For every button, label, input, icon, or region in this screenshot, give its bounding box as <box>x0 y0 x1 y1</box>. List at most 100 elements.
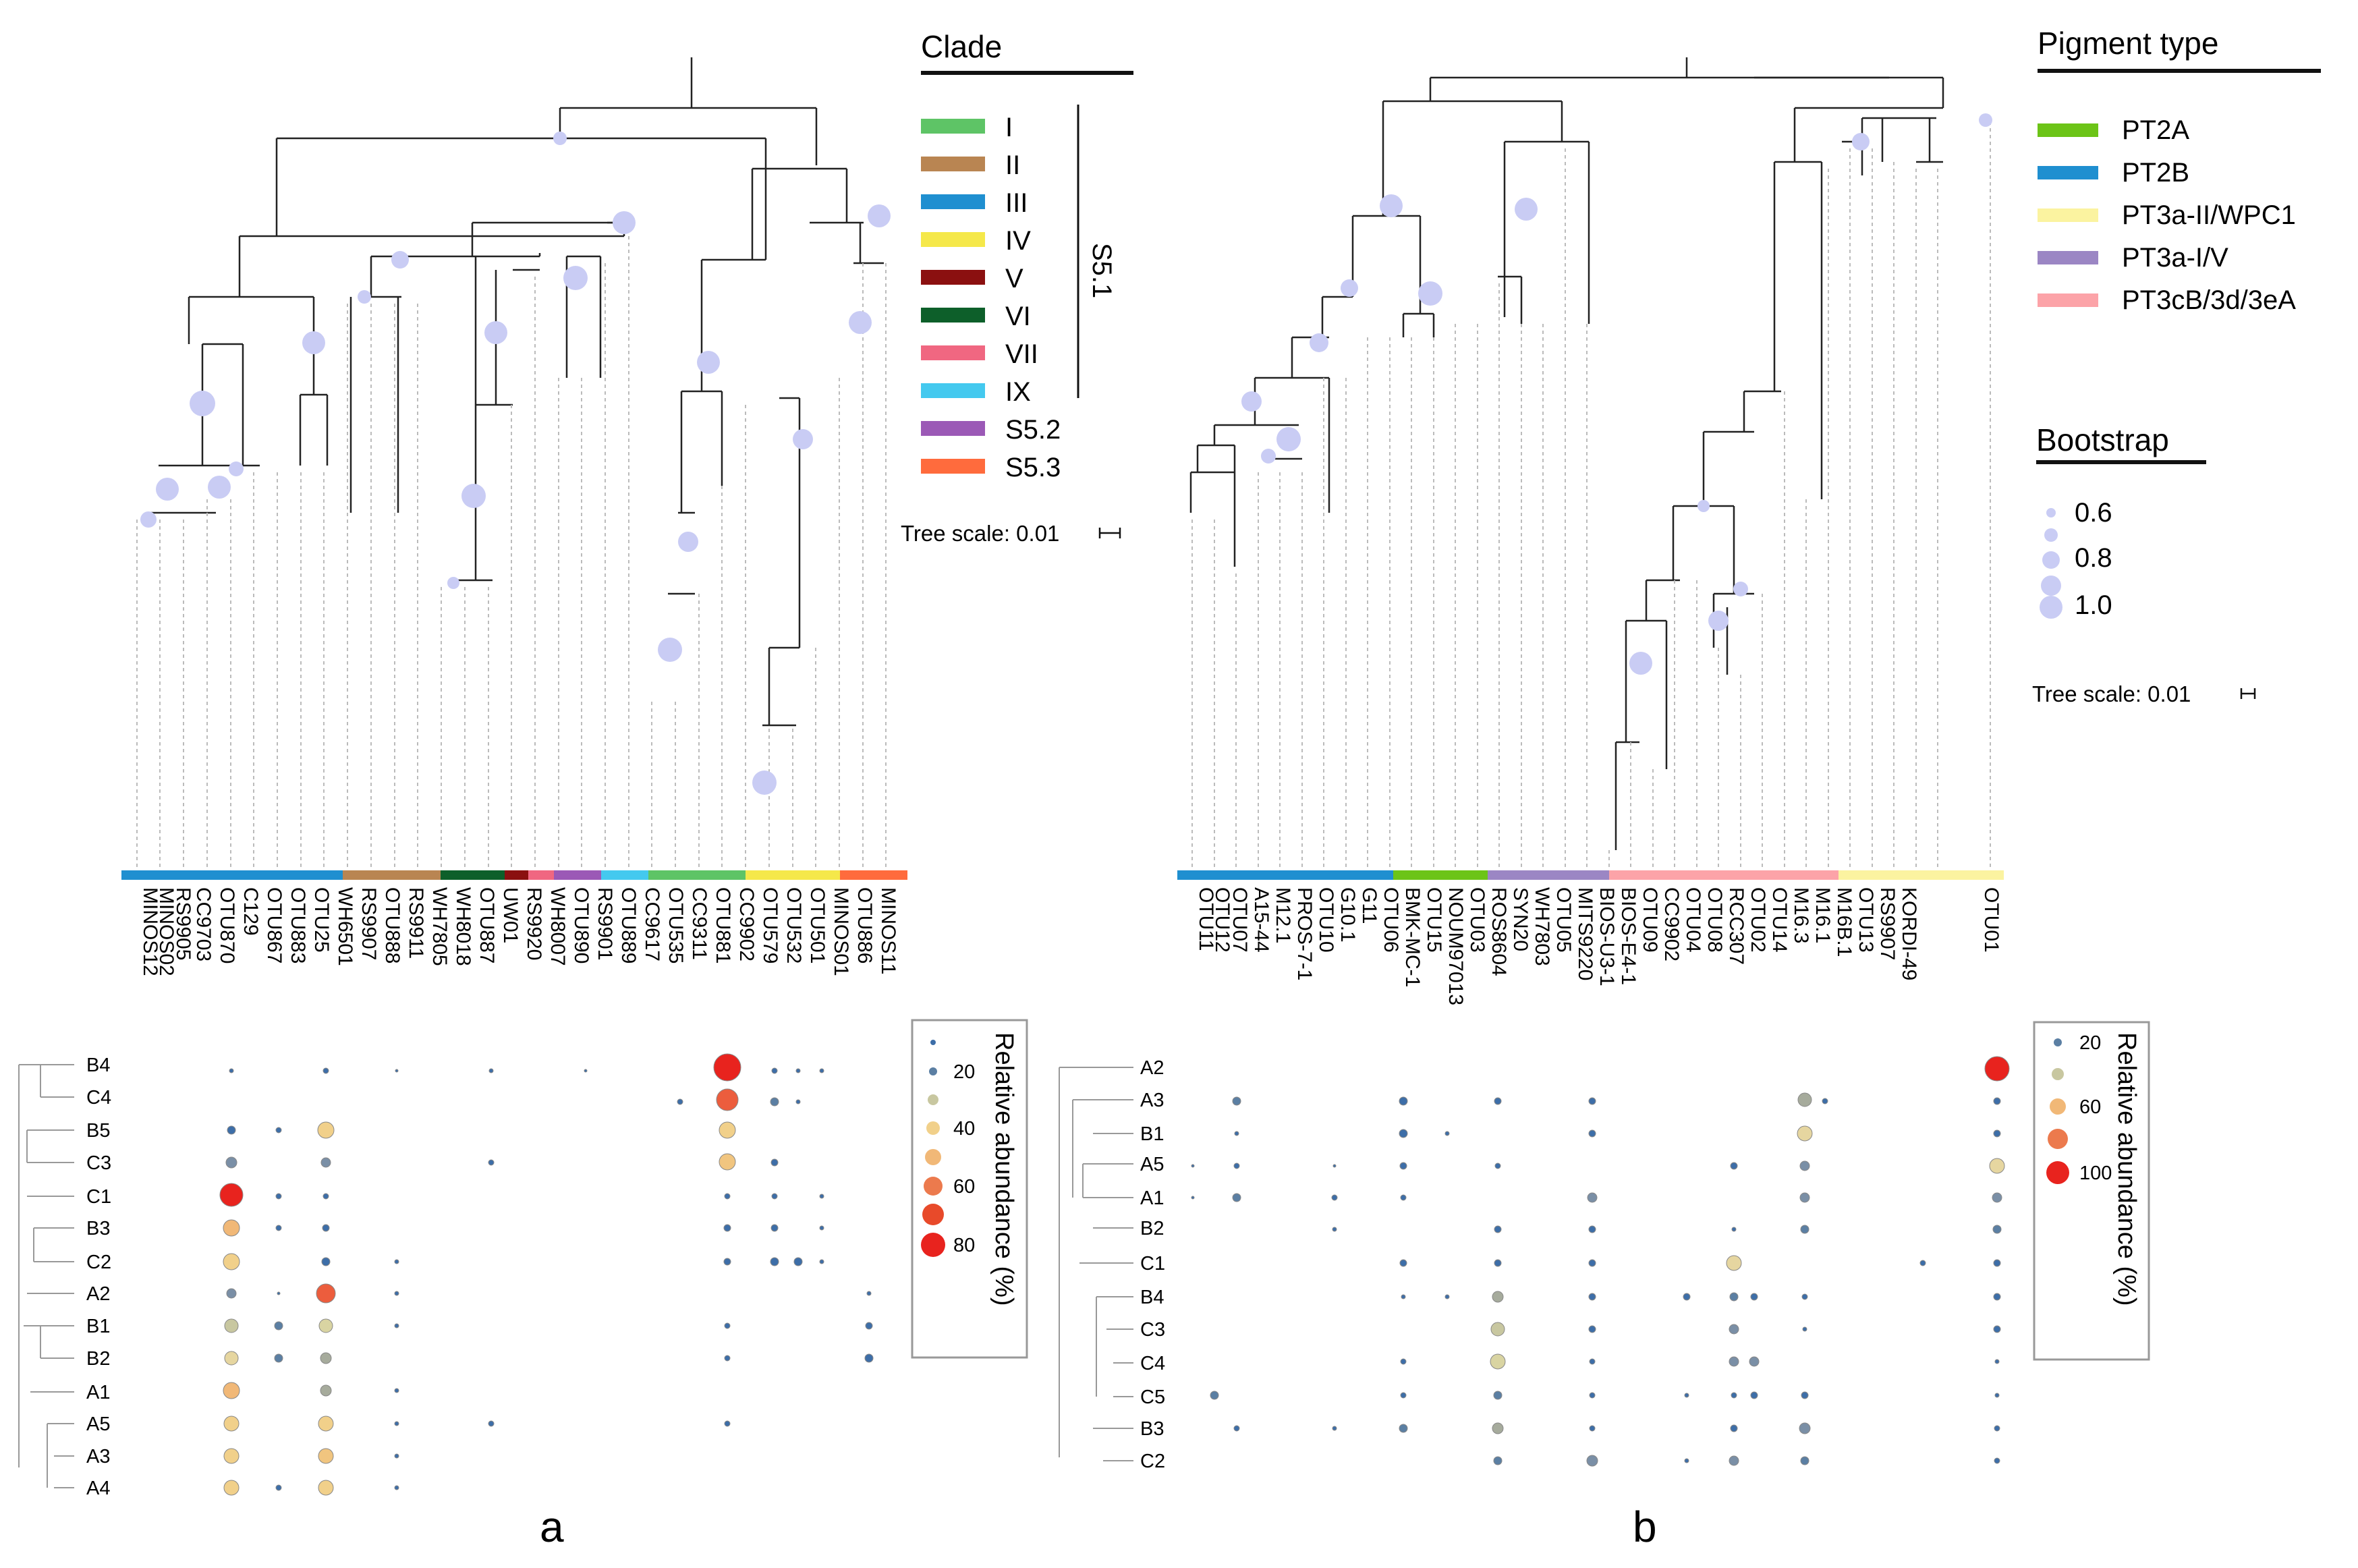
leaf-label: OTU881 <box>712 887 734 963</box>
sample-label: C3 <box>1140 1319 1165 1341</box>
s51-group-label: S5.1 <box>1087 243 1117 298</box>
sample-label: B3 <box>86 1218 110 1239</box>
sample-label: A2 <box>86 1283 110 1305</box>
clade-legend-label: S5.3 <box>1005 453 1061 482</box>
leaf-label: NOUM97013 <box>1444 887 1467 1005</box>
leaf-label: BIOS-E4-1 <box>1617 887 1639 985</box>
abundance-legend-a-title: Relative abundance (%) <box>990 1032 1018 1306</box>
sample-label: A1 <box>1140 1187 1164 1209</box>
sample-label: B4 <box>86 1055 110 1076</box>
leaf-label: CC9311 <box>688 887 710 960</box>
sample-label: A4 <box>86 1478 110 1499</box>
sample-dendrogram-b <box>1059 1067 1133 1461</box>
sample-label: C1 <box>86 1186 111 1208</box>
sample-label: A5 <box>1140 1154 1164 1175</box>
clade-legend-label: S5.2 <box>1005 415 1061 445</box>
clade-legend-title: Clade <box>921 29 1002 64</box>
leaf-label: CC9703 <box>192 887 215 961</box>
legend-swatch <box>2038 208 2098 222</box>
leaf-label: MINOS12 <box>139 887 161 976</box>
leaf-label: OTU501 <box>806 887 829 963</box>
legend-swatch <box>2038 293 2098 307</box>
leaf-label: C129 <box>240 887 262 936</box>
leaf-label: KORDI-49 <box>1898 887 1920 980</box>
sample-label: B2 <box>86 1348 110 1370</box>
leaf-label: OTU889 <box>617 887 640 963</box>
leaf-label: CC9902 <box>1660 887 1683 961</box>
leaf-label: MINOS11 <box>877 887 899 974</box>
legend-swatch <box>921 194 985 209</box>
legend-swatch <box>921 119 985 134</box>
leaf-label: WH7803 <box>1531 887 1553 966</box>
leaf-label: OTU579 <box>759 887 781 963</box>
sample-label: C4 <box>1140 1353 1165 1374</box>
leaf-label: RS9901 <box>594 887 616 960</box>
abundance-legend-b-value: 100 <box>2079 1163 2112 1184</box>
sample-label: C5 <box>1140 1387 1165 1408</box>
clade-legend-label: II <box>1005 150 1020 180</box>
leaf-label: CC9617 <box>641 887 663 961</box>
sample-label: C2 <box>1140 1451 1165 1472</box>
bootstrap-legend-value: 1.0 <box>2075 590 2112 620</box>
pigment-legend-label: PT3cB/3d/3eA <box>2122 285 2296 315</box>
clade-legend-label: IX <box>1005 377 1031 407</box>
sample-label: C3 <box>86 1152 111 1174</box>
leaf-label: RCC307 <box>1725 887 1747 965</box>
leaf-label: PROS-7-1 <box>1293 887 1316 980</box>
tree-scale-b: Tree scale: 0.01 <box>2032 681 2191 706</box>
pigment-legend-label: PT3a-I/V <box>2122 243 2228 273</box>
pigment-bar-b <box>1177 870 2004 880</box>
leaf-label: OTU04 <box>1682 887 1704 953</box>
clade-legend: Clade I II III IV V VI VII IX S5.2 S5.3 … <box>901 29 1133 546</box>
leaf-label: G10.1 <box>1337 887 1359 943</box>
leaf-label: OTU15 <box>1423 887 1445 953</box>
leaf-label: MINOS01 <box>830 887 852 976</box>
abundance-legend-b-title: Relative abundance (%) <box>2112 1032 2141 1306</box>
leaf-label: OTU06 <box>1380 887 1402 953</box>
bubble-matrix-a <box>219 1053 874 1496</box>
legend-swatch <box>2038 166 2098 179</box>
legend-swatch <box>921 157 985 171</box>
sample-label: A5 <box>86 1413 110 1435</box>
leaf-label: MITS9220 <box>1574 887 1596 980</box>
tree-scale-a: Tree scale: 0.01 <box>901 521 1059 546</box>
leaf-label: OTU886 <box>853 887 876 963</box>
leaf-label: BMK-MC-1 <box>1401 887 1424 987</box>
leaf-label: OTU10 <box>1315 887 1337 953</box>
abundance-legend-a: 20 40 60 80 Relative abundance (%) <box>911 1019 1028 1359</box>
leaf-lines-b <box>1191 121 1991 870</box>
sample-dendrogram-a <box>18 1064 74 1488</box>
leaf-label: M16.1 <box>1812 887 1834 943</box>
sample-labels-b: A2 A3 B1 A5 A1 B2 C1 B4 C3 C4 C5 B3 C2 <box>1140 1057 1165 1472</box>
sample-labels-a: B4 C4 B5 C3 C1 B3 C2 A2 B1 B2 A1 A5 A3 A… <box>86 1055 111 1499</box>
panel-b: OTU11 OTU12 OTU07 A15-44 M12.1 PROS-7-1 … <box>1059 26 2321 1551</box>
panel-letter-a: a <box>540 1503 564 1551</box>
leaf-label: WH6501 <box>334 887 356 966</box>
clade-bar-a <box>121 870 907 880</box>
leaf-label: G11 <box>1358 887 1380 924</box>
abundance-legend-a-value: 60 <box>953 1176 975 1198</box>
pigment-legend-label: PT2B <box>2122 158 2189 188</box>
leaf-label: OTU03 <box>1466 887 1488 953</box>
tree-b <box>1189 57 1944 850</box>
leaf-label: OTU05 <box>1552 887 1575 953</box>
bootstrap-legend-title: Bootstrap <box>2036 422 2169 457</box>
leaf-label: OTU532 <box>783 887 805 963</box>
pigment-legend: Pigment type PT2A PT2B PT3a-II/WPC1 PT3a… <box>2038 26 2321 315</box>
leaf-labels-b: OTU11 OTU12 OTU07 A15-44 M12.1 PROS-7-1 … <box>1195 887 2002 1005</box>
clade-legend-label: V <box>1005 264 1023 293</box>
abundance-legend-a-value: 40 <box>953 1118 975 1140</box>
leaf-label: OTU12 <box>1211 887 1233 953</box>
clade-legend-label: VII <box>1005 339 1038 369</box>
leaf-label: RS9920 <box>523 887 545 960</box>
sample-label: B3 <box>1140 1418 1164 1440</box>
sample-label: B1 <box>86 1316 110 1337</box>
sample-label: A3 <box>86 1446 110 1467</box>
pigment-legend-label: PT2A <box>2122 115 2189 145</box>
leaf-label: WH7805 <box>428 887 451 966</box>
leaf-label: OTU13 <box>1855 887 1877 953</box>
abundance-legend-b: 20 60 100 Relative abundance (%) <box>2033 1021 2150 1361</box>
sample-label: B2 <box>1140 1218 1164 1239</box>
legend-swatch <box>2038 251 2098 264</box>
